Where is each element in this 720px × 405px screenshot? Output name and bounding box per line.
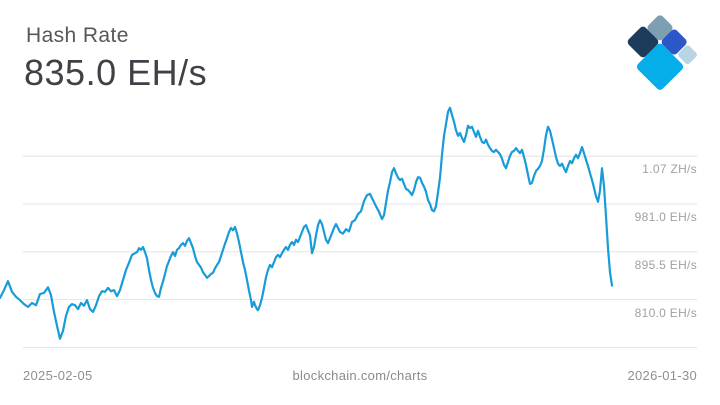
- page-title: Hash Rate: [26, 24, 129, 47]
- y-axis-tick-label: 895.5 EH/s: [634, 258, 697, 272]
- logo-navy-square: [627, 26, 659, 58]
- hashrate-series-line: [0, 106, 614, 340]
- y-axis-tick-label: 981.0 EH/s: [634, 210, 697, 224]
- logo-light-square: [678, 45, 697, 65]
- x-axis-start-date: 2025-02-05: [23, 368, 93, 383]
- y-axis-tick-label: 1.07 ZH/s: [642, 162, 697, 176]
- x-axis-end-date: 2026-01-30: [627, 368, 697, 383]
- y-axis-tick-label: 810.0 EH/s: [634, 306, 697, 320]
- watermark-link[interactable]: blockchain.com/charts: [292, 368, 428, 383]
- blockchain-logo[interactable]: [616, 6, 712, 102]
- logo-cyan-square: [636, 43, 684, 90]
- current-value: 835.0 EH/s: [24, 52, 208, 93]
- logo-royal-square: [661, 29, 687, 55]
- logo-slate-square: [647, 15, 673, 41]
